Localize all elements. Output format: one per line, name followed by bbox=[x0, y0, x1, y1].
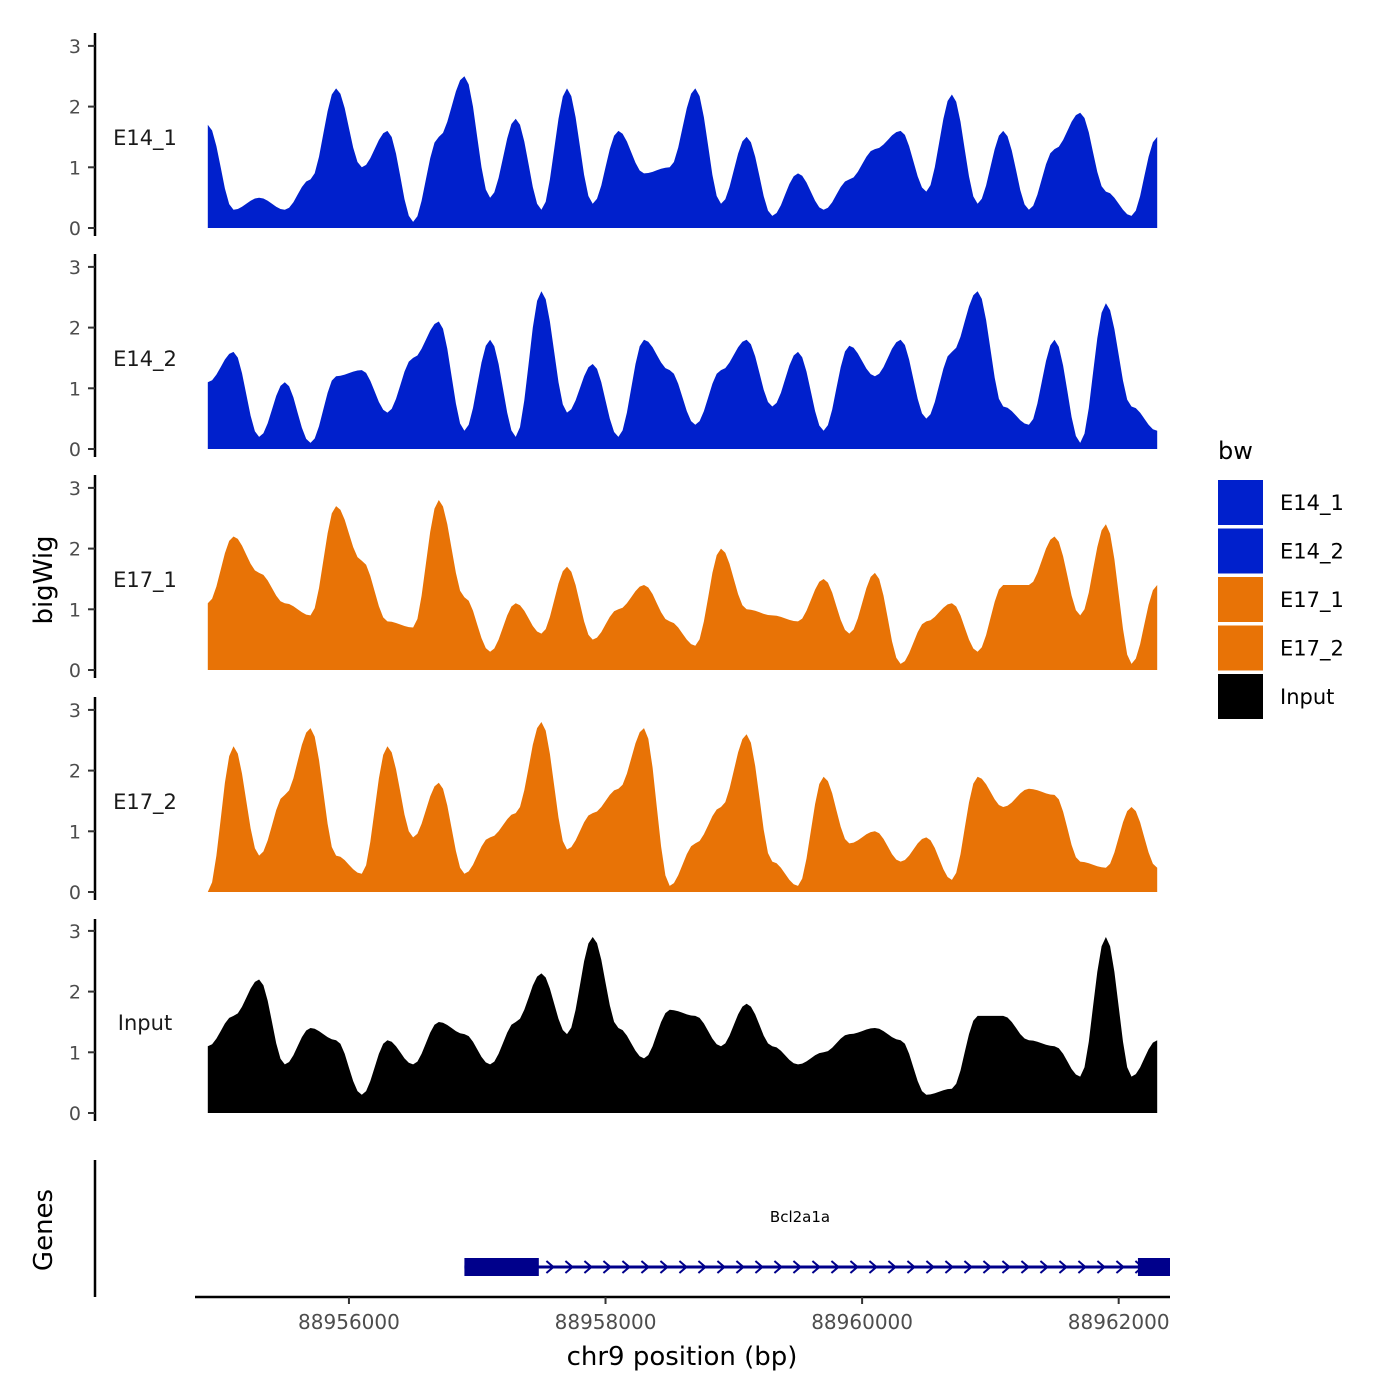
x-axis-title: chr9 position (bp) bbox=[567, 1342, 798, 1372]
strand-arrow bbox=[735, 1260, 745, 1274]
y-tick-label: 2 bbox=[69, 318, 81, 340]
strand-arrow bbox=[678, 1260, 688, 1274]
strand-arrow bbox=[868, 1260, 878, 1274]
y-tick-label: 1 bbox=[69, 157, 81, 179]
strand-arrow bbox=[849, 1260, 859, 1274]
area-E14_1 bbox=[207, 76, 1158, 228]
strand-arrow bbox=[830, 1260, 840, 1274]
legend-label-E14_2: E14_2 bbox=[1280, 540, 1344, 565]
strand-arrow bbox=[925, 1260, 935, 1274]
x-tick-label: 88960000 bbox=[811, 1310, 913, 1334]
strand-arrow bbox=[792, 1260, 802, 1274]
legend-swatch-Input bbox=[1218, 674, 1263, 719]
y-tick-label: 1 bbox=[69, 599, 81, 621]
y-tick-label: 1 bbox=[69, 1042, 81, 1064]
y-tick-label: 2 bbox=[69, 982, 81, 1004]
y-tick-label: 0 bbox=[69, 660, 81, 682]
strand-arrow bbox=[545, 1260, 555, 1274]
y-tick-label: 0 bbox=[69, 882, 81, 904]
area-E14_2 bbox=[207, 291, 1158, 449]
strand-arrow bbox=[621, 1260, 631, 1274]
y-tick-label: 0 bbox=[69, 218, 81, 240]
area-E17_1 bbox=[207, 500, 1158, 670]
gene-label: Bcl2a1a bbox=[770, 1208, 830, 1226]
strand-arrow bbox=[1115, 1260, 1125, 1274]
strand-arrow bbox=[716, 1260, 726, 1274]
y-tick-label: 0 bbox=[69, 1103, 81, 1125]
strand-arrow bbox=[963, 1260, 973, 1274]
legend-swatch-E17_2 bbox=[1218, 625, 1263, 671]
track-label: E14_2 bbox=[113, 347, 177, 372]
strand-arrow bbox=[811, 1260, 821, 1274]
legend-swatch-E14_2 bbox=[1218, 528, 1263, 574]
strand-arrow bbox=[640, 1260, 650, 1274]
area-Input bbox=[207, 937, 1158, 1113]
strand-arrow bbox=[1058, 1260, 1068, 1274]
y-tick-label: 3 bbox=[69, 921, 81, 943]
y-tick-label: 1 bbox=[69, 821, 81, 843]
strand-arrow bbox=[583, 1260, 593, 1274]
y-tick-label: 2 bbox=[69, 539, 81, 561]
legend-swatch-E14_1 bbox=[1218, 480, 1263, 525]
x-tick-label: 88958000 bbox=[555, 1310, 657, 1334]
track-label: E17_2 bbox=[113, 790, 177, 815]
legend-label-E17_1: E17_1 bbox=[1280, 588, 1344, 613]
track-Input: 0 1 2 3 Input bbox=[69, 919, 1158, 1125]
strand-arrow bbox=[659, 1260, 669, 1274]
y-tick-label: 3 bbox=[69, 478, 81, 500]
track-E17_2: 0 1 2 3 E17_2 bbox=[69, 697, 1158, 904]
strand-arrow bbox=[906, 1260, 916, 1274]
strand-arrow bbox=[1039, 1260, 1049, 1274]
x-tick-label: 88956000 bbox=[298, 1310, 400, 1334]
area-E17_2 bbox=[207, 722, 1158, 892]
strand-arrow bbox=[1096, 1260, 1106, 1274]
track-E14_2: 0 1 2 3 E14_2 bbox=[69, 254, 1158, 461]
y-tick-label: 2 bbox=[69, 761, 81, 783]
gene-model bbox=[464, 1258, 1170, 1276]
track-label: E17_1 bbox=[113, 568, 177, 593]
strand-arrow bbox=[944, 1260, 954, 1274]
track-label: Input bbox=[118, 1011, 172, 1035]
y-tick-label: 1 bbox=[69, 378, 81, 400]
gene-exon bbox=[1137, 1258, 1170, 1276]
strand-arrow bbox=[697, 1260, 707, 1274]
strand-arrow bbox=[1001, 1260, 1011, 1274]
y-tick-label: 0 bbox=[69, 439, 81, 461]
x-tick-label: 88962000 bbox=[1068, 1310, 1170, 1334]
strand-arrow bbox=[602, 1260, 612, 1274]
y-tick-label: 2 bbox=[69, 97, 81, 119]
genes-axis-title: Genes bbox=[29, 1189, 59, 1271]
y-tick-label: 3 bbox=[69, 700, 81, 722]
strand-arrow bbox=[754, 1260, 764, 1274]
y-tick-label: 3 bbox=[69, 257, 81, 279]
strand-arrow bbox=[887, 1260, 897, 1274]
legend-label-E14_1: E14_1 bbox=[1280, 491, 1344, 516]
y-axis-title: bigWig bbox=[29, 535, 59, 624]
legend-label-E17_2: E17_2 bbox=[1280, 637, 1344, 662]
track-E17_1: 0 1 2 3 E17_1 bbox=[69, 475, 1158, 682]
strand-arrow bbox=[982, 1260, 992, 1274]
strand-arrow bbox=[773, 1260, 783, 1274]
gene-exon bbox=[464, 1258, 539, 1276]
legend-label-Input: Input bbox=[1280, 685, 1334, 709]
legend-title: bw bbox=[1218, 437, 1253, 465]
strand-arrow bbox=[1020, 1260, 1030, 1274]
y-tick-label: 3 bbox=[69, 36, 81, 58]
track-E14_1: 0 1 2 3 E14_1 bbox=[69, 33, 1158, 240]
legend-swatch-E17_1 bbox=[1218, 577, 1263, 622]
strand-arrow bbox=[564, 1260, 574, 1274]
strand-arrow bbox=[1077, 1260, 1087, 1274]
legend: E14_1 E14_2 E17_1 E17_2 Input bbox=[1218, 480, 1344, 719]
track-label: E14_1 bbox=[113, 126, 177, 151]
x-axis: 88956000 88958000 88960000 88962000 bbox=[195, 1295, 1170, 1334]
